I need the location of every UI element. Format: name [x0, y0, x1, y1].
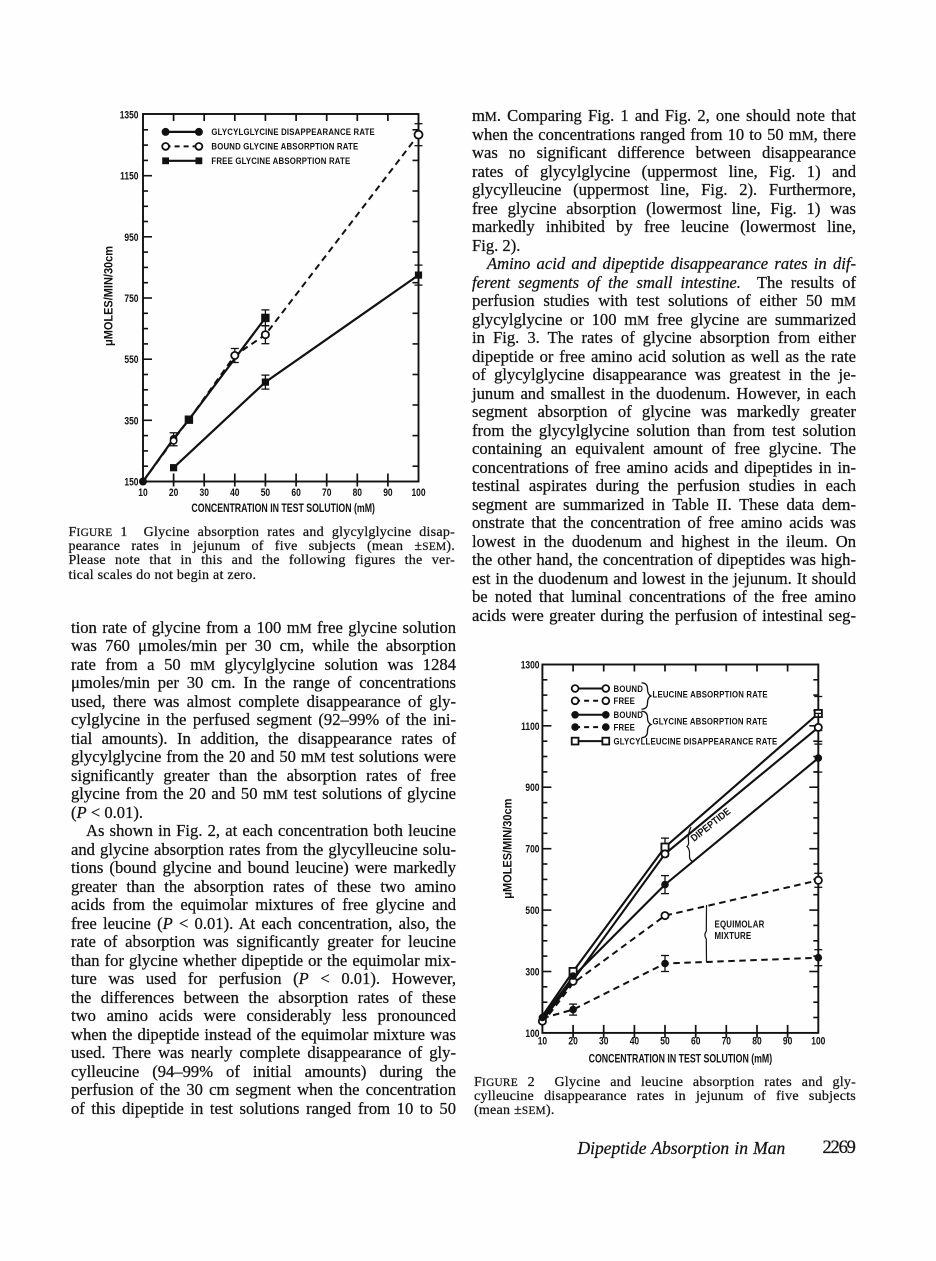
svg-text:60: 60	[291, 487, 301, 499]
svg-text:750: 750	[124, 293, 139, 305]
svg-text:BOUND GLYCINE ABSORPTION RATE: BOUND GLYCINE ABSORPTION RATE	[211, 141, 358, 152]
svg-text:100: 100	[811, 1036, 826, 1048]
svg-text:100: 100	[525, 1028, 540, 1040]
svg-text:1300: 1300	[521, 659, 540, 671]
svg-text:550: 550	[124, 354, 139, 366]
svg-text:CONCENTRATION IN TEST SOLUTION: CONCENTRATION IN TEST SOLUTION (mM)	[589, 1052, 773, 1066]
svg-text:BOUND: BOUND	[614, 683, 644, 694]
svg-text:CONCENTRATION IN TEST SOLUTION: CONCENTRATION IN TEST SOLUTION (mM)	[191, 502, 375, 516]
svg-text:50: 50	[261, 487, 271, 499]
svg-text:10: 10	[538, 1036, 548, 1048]
svg-text:GLYCYLGLYCINE DISAPPEARANCE RA: GLYCYLGLYCINE DISAPPEARANCE RATE	[211, 126, 375, 137]
svg-text:10: 10	[138, 487, 148, 499]
svg-text:LEUCINE ABSORPTION RATE: LEUCINE ABSORPTION RATE	[653, 689, 768, 700]
svg-text:GLYCINE ABSORPTION RATE: GLYCINE ABSORPTION RATE	[653, 716, 768, 727]
svg-text:DIPEPTIDE: DIPEPTIDE	[689, 806, 733, 844]
svg-text:90: 90	[383, 487, 393, 499]
svg-text:60: 60	[691, 1036, 701, 1048]
svg-text:30: 30	[199, 487, 209, 499]
svg-text:150: 150	[124, 477, 139, 489]
svg-text:FREE: FREE	[614, 695, 636, 706]
svg-text:950: 950	[124, 232, 139, 244]
svg-text:GLYCYLLEUCINE DISAPPEARANCE RA: GLYCYLLEUCINE DISAPPEARANCE RATE	[614, 736, 778, 747]
svg-text:1350: 1350	[120, 110, 139, 122]
svg-text:80: 80	[752, 1036, 762, 1048]
svg-text:1100: 1100	[521, 721, 540, 733]
svg-text:FREE: FREE	[614, 722, 636, 733]
svg-text:300: 300	[525, 967, 540, 979]
svg-text:FREE GLYCINE ABSORPTION RATE: FREE GLYCINE ABSORPTION RATE	[211, 155, 350, 166]
svg-text:70: 70	[722, 1036, 732, 1048]
svg-text:900: 900	[525, 782, 540, 794]
svg-text:BOUND: BOUND	[614, 709, 644, 720]
svg-text:30: 30	[599, 1036, 609, 1048]
svg-text:350: 350	[124, 415, 139, 427]
svg-text:70: 70	[322, 487, 332, 499]
svg-text:500: 500	[525, 905, 540, 917]
svg-text:1150: 1150	[120, 171, 139, 183]
svg-text:100: 100	[411, 487, 426, 499]
svg-text:MIXTURE: MIXTURE	[715, 930, 752, 941]
svg-text:EQUIMOLAR: EQUIMOLAR	[715, 919, 765, 930]
svg-text:50: 50	[660, 1036, 670, 1048]
svg-text:μMOLES/MIN/30cm: μMOLES/MIN/30cm	[103, 246, 115, 346]
svg-text:700: 700	[525, 844, 540, 856]
svg-text:40: 40	[230, 487, 240, 499]
svg-text:20: 20	[169, 487, 179, 499]
svg-text:40: 40	[630, 1036, 640, 1048]
svg-text:μMOLES/MIN/30cm: μMOLES/MIN/30cm	[502, 799, 514, 899]
svg-text:20: 20	[568, 1036, 578, 1048]
svg-text:80: 80	[353, 487, 363, 499]
svg-text:90: 90	[783, 1036, 793, 1048]
